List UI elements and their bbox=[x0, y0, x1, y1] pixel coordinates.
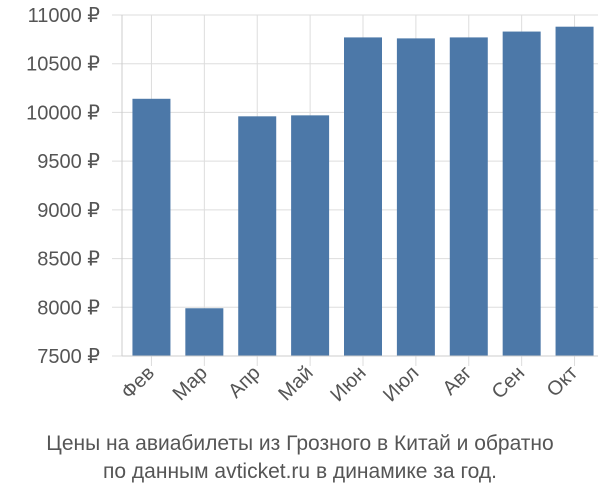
y-tick-label: 8500 ₽ bbox=[37, 249, 100, 271]
price-bar-chart: 7500 ₽ 8000 ₽ 8500 ₽ 9000 ₽ 9500 ₽ 10000 ₽ 105… bbox=[26, 5, 598, 406]
y-tick-label: 9500 ₽ bbox=[37, 151, 100, 173]
y-tick-label: 7500 ₽ bbox=[37, 346, 100, 368]
chart-caption: Цены на авиабилеты из Грозного в Китай и… bbox=[0, 430, 600, 486]
bars bbox=[132, 26, 594, 357]
x-tick-label: Авг bbox=[439, 362, 477, 400]
y-tick-label: 11000 ₽ bbox=[28, 5, 101, 27]
caption-line-2: по данным avticket.ru в динамике за год. bbox=[103, 460, 497, 483]
x-tick-label: Июн bbox=[326, 362, 370, 406]
bar-Июн bbox=[344, 37, 382, 357]
x-tick-labels: Фев Мар Апр Май Июн Июл Авг Сен Окт bbox=[117, 362, 582, 406]
x-tick-label: Фев bbox=[117, 362, 159, 404]
bar-Окт bbox=[555, 26, 594, 356]
y-tick-labels: 7500 ₽ 8000 ₽ 8500 ₽ 9000 ₽ 9500 ₽ 10000 ₽ 105… bbox=[26, 5, 100, 368]
bar-Фев bbox=[132, 98, 171, 356]
bar-Апр bbox=[238, 116, 277, 356]
bar-Авг bbox=[449, 37, 488, 357]
caption-line-1: Цены на авиабилеты из Грозного в Китай и… bbox=[46, 432, 554, 455]
y-tick-label: 10000 ₽ bbox=[26, 102, 100, 124]
bar-Май bbox=[291, 115, 330, 356]
x-tick-label: Сен bbox=[488, 362, 529, 403]
x-tick-label: Окт bbox=[543, 362, 582, 401]
axes bbox=[121, 15, 598, 357]
x-tick-label: Май bbox=[274, 362, 317, 405]
x-tick-label: Апр bbox=[224, 362, 265, 403]
x-tick-label: Мар bbox=[169, 362, 212, 405]
x-tick-label: Июл bbox=[379, 362, 423, 406]
y-tick-label: 9000 ₽ bbox=[37, 200, 100, 222]
bar-Сен bbox=[502, 31, 541, 356]
y-tick-label: 8000 ₽ bbox=[37, 297, 100, 319]
bar-Мар bbox=[185, 308, 224, 356]
y-tick-label: 10500 ₽ bbox=[26, 54, 100, 76]
bar-Июл bbox=[396, 38, 435, 356]
